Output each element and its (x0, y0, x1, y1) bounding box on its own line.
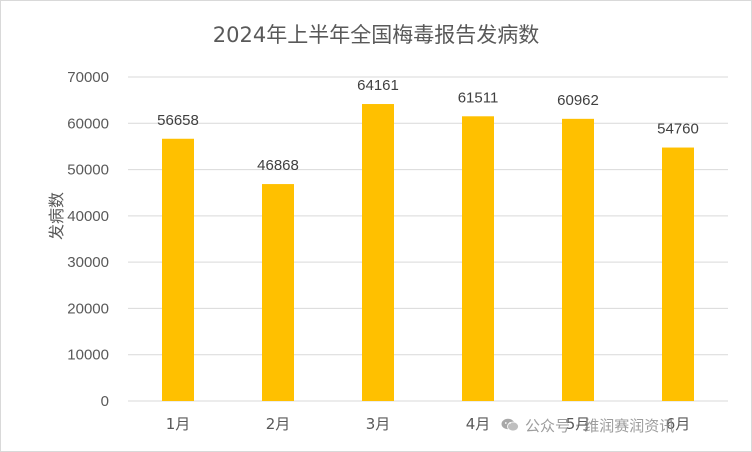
data-label: 64161 (357, 77, 399, 94)
y-tick-label: 40000 (67, 208, 109, 225)
y-tick-label: 60000 (67, 115, 109, 132)
y-tick-label: 0 (101, 393, 109, 410)
y-tick-label: 10000 (67, 347, 109, 364)
chart-title: 2024年上半年全国梅毒报告发病数 (212, 23, 540, 47)
bar (462, 116, 494, 402)
data-label: 61511 (458, 89, 499, 106)
bar (562, 118, 594, 401)
y-tick-label: 70000 (67, 69, 109, 86)
y-tick-label: 20000 (67, 300, 109, 317)
x-tick-label: 1月 (166, 415, 191, 433)
y-tick-label: 50000 (67, 162, 109, 179)
bar (262, 184, 294, 401)
data-label: 60962 (557, 92, 599, 109)
x-tick-label: 2月 (266, 415, 291, 433)
bar (662, 147, 694, 401)
data-label: 54760 (657, 121, 699, 138)
data-label: 56658 (157, 112, 199, 129)
bar (362, 104, 394, 401)
bar (162, 138, 194, 401)
watermark-text: 公众号 · 维润赛润资讯 (525, 416, 675, 435)
x-tick-label: 6月 (666, 415, 691, 433)
wechat-icon (501, 418, 519, 432)
x-tick-label: 3月 (366, 415, 391, 433)
x-tick-label: 5月 (566, 415, 591, 433)
watermark: 公众号 · 维润赛润资讯 (501, 413, 674, 437)
x-tick-label: 4月 (466, 415, 491, 433)
y-tick-label: 30000 (67, 254, 109, 271)
data-label: 46868 (257, 157, 299, 174)
